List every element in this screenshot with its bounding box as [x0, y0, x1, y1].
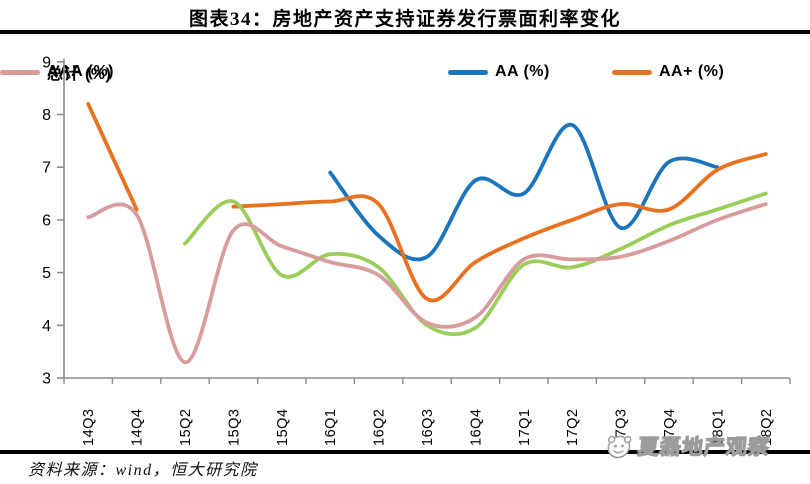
y-tick-label: 5: [42, 265, 51, 282]
watermark: 夏磊地产观察: [602, 431, 772, 461]
series-line-aa-plus: [86, 102, 139, 212]
source-note: 资料来源：wind，恒大研究院: [28, 462, 258, 479]
x-tick-label: 17Q1: [517, 409, 533, 446]
legend-marker-total: [0, 69, 40, 75]
series-line-aa-plus: [231, 152, 768, 303]
legend-marker-aa-plus: [612, 69, 652, 75]
legend-marker-aa: [448, 69, 488, 75]
x-tick-label: 15Q3: [226, 409, 242, 446]
watermark-text: 夏磊地产观察: [636, 435, 772, 459]
x-tick-label: 16Q2: [372, 409, 388, 446]
x-tick-label: 16Q3: [420, 409, 436, 446]
legend-item-aa-plus: AA+ (%): [612, 62, 724, 82]
legend-label-total: 总计 (%): [47, 66, 112, 83]
legend-item-total: 总计 (%): [0, 62, 112, 83]
top-divider: [0, 30, 810, 34]
y-tick-label: 7: [42, 160, 51, 177]
x-tick-label: 14Q4: [130, 409, 146, 446]
y-tick-label: 4: [42, 318, 51, 335]
x-tick-label: 17Q4: [662, 409, 678, 446]
y-tick-label: 6: [42, 212, 51, 229]
watermark-logo-icon: [607, 435, 632, 459]
x-tick-label: 14Q3: [81, 409, 97, 446]
legend-item-aa: AA (%): [448, 62, 550, 82]
series-line-aaa: [183, 191, 768, 337]
legend-label-aa: AA (%): [495, 63, 550, 80]
x-tick-label: 15Q2: [178, 409, 194, 446]
axis-lines: [63, 58, 790, 379]
y-tick-label: 3: [42, 371, 51, 388]
legend-label-aa-plus: AA+ (%): [659, 63, 725, 80]
series-line-total: [86, 202, 768, 365]
x-tick-label: 15Q4: [275, 409, 291, 446]
x-tick-label: 18Q2: [759, 409, 775, 446]
y-tick-label: 9: [42, 54, 51, 71]
bottom-divider: [0, 450, 810, 454]
line-chart: 3 4 5 6 7 8 9 14Q3 14Q4 15Q2 15Q3 15Q4 16Q1 16Q2 16Q3 1…: [42, 54, 791, 446]
x-tick-label: 16Q4: [468, 409, 484, 446]
x-tick-label: 17Q2: [565, 409, 581, 446]
y-tick-label: 8: [42, 107, 51, 124]
x-tick-label: 16Q1: [323, 409, 339, 446]
x-tick-label: 18Q1: [710, 409, 726, 446]
chart-title: 图表34：房地产资产支持证券发行票面利率变化: [188, 9, 621, 30]
